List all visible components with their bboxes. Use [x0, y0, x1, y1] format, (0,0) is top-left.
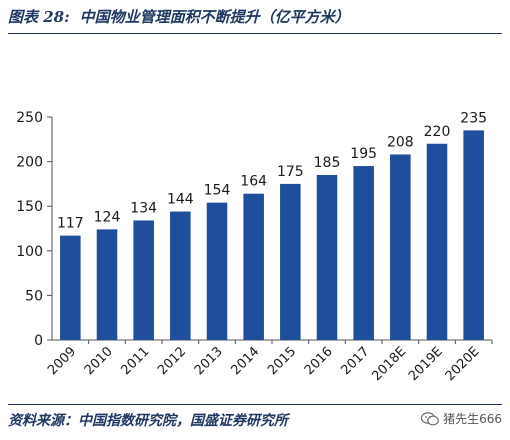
- x-tick-label: 2019E: [406, 344, 446, 384]
- x-tick-label: 2017: [338, 344, 372, 378]
- bar: [243, 193, 264, 340]
- bar: [133, 220, 154, 340]
- chart-x-ticks: 2009 2010 2011 2012 2013 2014 2015 2016 20172018…: [45, 340, 493, 384]
- bar-value-label: 134: [130, 200, 157, 216]
- y-tick-label: 0: [34, 333, 43, 349]
- figure-title-text: 中国物业管理面积不断提升（亿平方米）: [79, 8, 350, 26]
- y-tick-label: 250: [16, 110, 43, 126]
- y-tick-label: 100: [16, 244, 43, 260]
- x-tick-label: 2015: [265, 344, 299, 378]
- x-tick-label: 2014: [228, 344, 262, 378]
- chart-bars: [60, 130, 484, 340]
- bar-value-label: 154: [204, 183, 231, 199]
- y-tick-label: 200: [16, 155, 43, 171]
- bar-value-label: 124: [94, 209, 121, 225]
- bar-value-label: 208: [387, 134, 414, 150]
- bar: [170, 211, 191, 340]
- bar: [60, 235, 81, 340]
- bar-value-label: 175: [277, 164, 304, 180]
- chart-data-labels: 117 124 134 144 154 164 175 185 195 208 220 235: [57, 110, 487, 231]
- bar: [280, 183, 301, 340]
- wechat-icon: [421, 411, 439, 425]
- bar-value-label: 144: [167, 192, 194, 208]
- bar: [316, 174, 338, 340]
- bar-value-label: 195: [350, 146, 377, 162]
- x-tick-label: 2018E: [369, 344, 409, 384]
- watermark: 猪先生666: [421, 410, 502, 427]
- x-tick-label: 2013: [192, 344, 226, 378]
- bar-value-label: 235: [460, 110, 487, 126]
- bar-value-label: 185: [314, 155, 341, 171]
- x-tick-label: 2009: [45, 344, 79, 378]
- bar: [390, 154, 411, 340]
- bar: [426, 143, 448, 340]
- y-tick-label: 50: [25, 288, 43, 304]
- bar-value-label: 117: [57, 216, 84, 232]
- source-rule: [8, 404, 502, 405]
- bar: [463, 130, 484, 340]
- bar-value-label: 164: [240, 174, 267, 190]
- x-tick-label: 2010: [82, 344, 116, 378]
- bar-value-label: 220: [424, 124, 451, 140]
- x-tick-label: 2012: [155, 344, 189, 378]
- figure-number: 图表 28:: [8, 8, 70, 26]
- chart-y-ticks: 0 50 100 150 200 250: [16, 110, 52, 349]
- bar: [353, 166, 374, 340]
- bar: [206, 202, 228, 340]
- chart-axes: [51, 117, 492, 341]
- source-note: 资料来源：中国指数研究院，国盛证券研究所: [8, 413, 288, 429]
- x-tick-label: 2011: [118, 344, 152, 378]
- bar: [96, 229, 118, 340]
- figure-title: 图表 28: 中国物业管理面积不断提升（亿平方米）: [8, 6, 502, 27]
- x-tick-label: 2020E: [443, 344, 483, 384]
- x-tick-label: 2016: [302, 344, 336, 378]
- y-tick-label: 150: [16, 199, 43, 215]
- title-rule: [8, 33, 502, 34]
- watermark-text: 猪先生666: [443, 412, 502, 426]
